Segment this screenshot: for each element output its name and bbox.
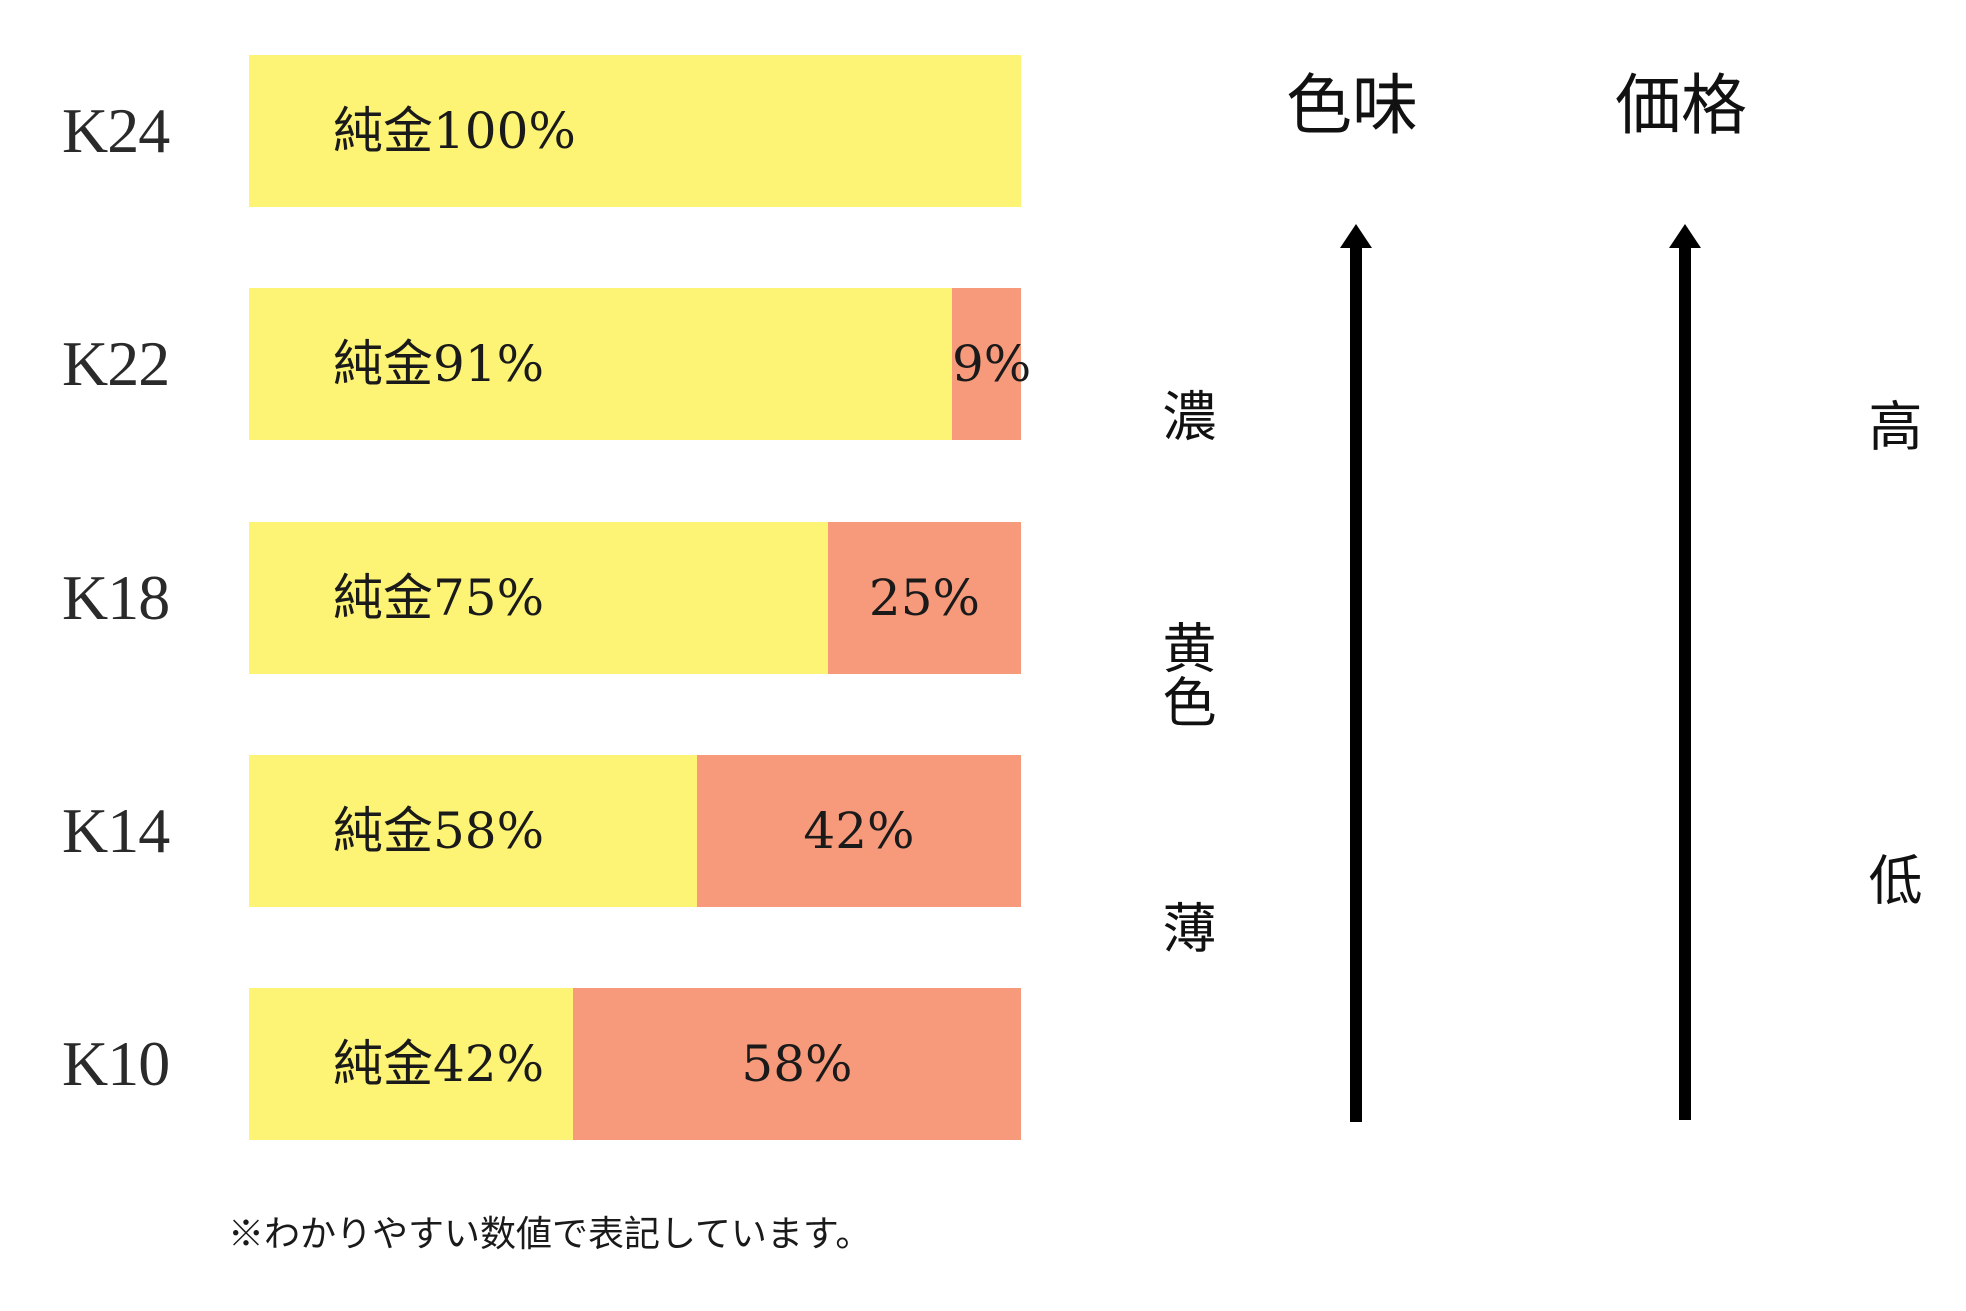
alloy-percent-label: 42% xyxy=(803,802,915,860)
bar-k14: 純金58% 42% xyxy=(249,755,1021,907)
color-scale-title: 色味 xyxy=(1286,67,1418,144)
gold-percent-label: 純金42% xyxy=(333,1035,545,1093)
gold-segment: 純金42% xyxy=(249,988,573,1140)
price-high-label: 高 xyxy=(1859,398,1922,452)
alloy-segment: 42% xyxy=(697,755,1021,907)
color-up-arrow-icon xyxy=(1340,224,1372,1122)
gold-percent-label: 純金100% xyxy=(333,102,576,160)
gold-segment: 純金91% xyxy=(249,288,952,440)
alloy-percent-label: 9% xyxy=(952,335,1032,393)
karat-label-k18: K18 xyxy=(62,562,170,633)
karat-label-k24: K24 xyxy=(62,95,170,166)
color-high-label: 濃 xyxy=(1153,388,1216,442)
alloy-percent-label: 25% xyxy=(868,569,981,627)
gold-segment: 純金75% xyxy=(249,522,828,674)
price-up-arrow-icon xyxy=(1669,224,1701,1120)
color-low-label: 薄 xyxy=(1153,900,1216,954)
gold-percent-label: 純金75% xyxy=(333,569,545,627)
bar-k18: 純金75% 25% xyxy=(249,522,1021,674)
karat-label-k14: K14 xyxy=(62,795,170,866)
gold-segment: 純金100% xyxy=(249,55,1021,207)
bar-k22: 純金91% 9% xyxy=(249,288,1032,440)
gold-segment: 純金58% xyxy=(249,755,697,907)
gold-percent-label: 純金91% xyxy=(333,335,545,393)
karat-label-k10: K10 xyxy=(62,1028,170,1099)
alloy-segment: 58% xyxy=(573,988,1021,1140)
alloy-percent-label: 58% xyxy=(741,1035,853,1093)
karat-label-k22: K22 xyxy=(62,328,170,399)
bar-k24: 純金100% xyxy=(249,55,1021,207)
alloy-segment: 9% xyxy=(952,288,1032,440)
price-scale-title: 価格 xyxy=(1615,67,1747,144)
alloy-segment: 25% xyxy=(828,522,1021,674)
gold-percent-label: 純金58% xyxy=(333,802,545,860)
color-middle-label: 黄色 xyxy=(1153,620,1216,728)
footnote: ※わかりやすい数値で表記しています。 xyxy=(228,1214,872,1255)
bar-k10: 純金42% 58% xyxy=(249,988,1021,1140)
price-low-label: 低 xyxy=(1859,852,1922,906)
